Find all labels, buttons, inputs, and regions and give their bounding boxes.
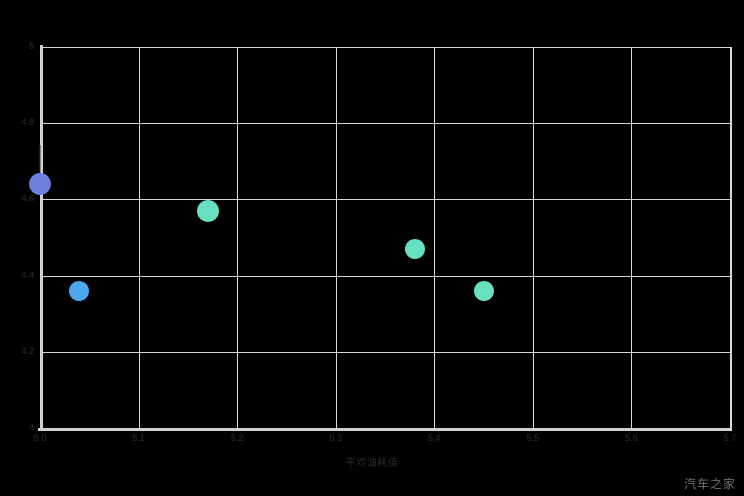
x-axis-tick-label: 5.2 xyxy=(230,433,244,443)
x-axis-title: 平均油耗值 xyxy=(345,458,399,469)
data-point[interactable] xyxy=(404,238,425,259)
gridline-vertical xyxy=(237,47,239,428)
gridline-vertical xyxy=(730,47,732,428)
data-point[interactable] xyxy=(196,199,219,222)
gridline-horizontal xyxy=(40,47,730,48)
y-axis-line xyxy=(40,45,43,430)
x-axis-tick-label: 5.4 xyxy=(428,433,441,443)
watermark-autohome: 汽车之家 xyxy=(683,477,736,491)
x-axis-tick-label: 5.3 xyxy=(329,433,342,443)
gridline-horizontal xyxy=(40,123,730,125)
y-axis-tick-label: 4.4 xyxy=(21,269,34,280)
gridline-vertical xyxy=(631,47,633,428)
x-axis-tick-label: 5.5 xyxy=(526,433,540,443)
gridline-horizontal xyxy=(40,199,730,201)
data-point[interactable] xyxy=(473,280,494,301)
gridline-vertical xyxy=(335,47,337,428)
y-axis-tick-label: 4.6 xyxy=(21,193,34,204)
gridline-horizontal xyxy=(40,351,730,353)
y-axis-tick-label: 4 xyxy=(28,422,34,432)
y-axis-tick-label: 4.2 xyxy=(21,345,34,356)
plot-area xyxy=(40,47,732,429)
x-axis-tick-label: 5.1 xyxy=(132,433,145,443)
x-axis-tick-label: 5.7 xyxy=(723,433,737,443)
gridline-vertical xyxy=(138,47,140,428)
x-axis-tick-label: 5.0 xyxy=(33,433,47,443)
gridline-vertical xyxy=(434,47,436,428)
gridline-horizontal xyxy=(40,275,730,277)
y-axis-tick-label: 4.8 xyxy=(21,117,34,128)
data-point[interactable] xyxy=(29,173,51,196)
point-leader-line xyxy=(39,145,41,174)
gridline-vertical xyxy=(532,47,534,428)
x-axis-line xyxy=(38,428,732,431)
x-axis-tick-label: 5.6 xyxy=(625,433,638,443)
y-axis-tick-label: 5 xyxy=(28,41,34,51)
data-point[interactable] xyxy=(69,280,90,301)
